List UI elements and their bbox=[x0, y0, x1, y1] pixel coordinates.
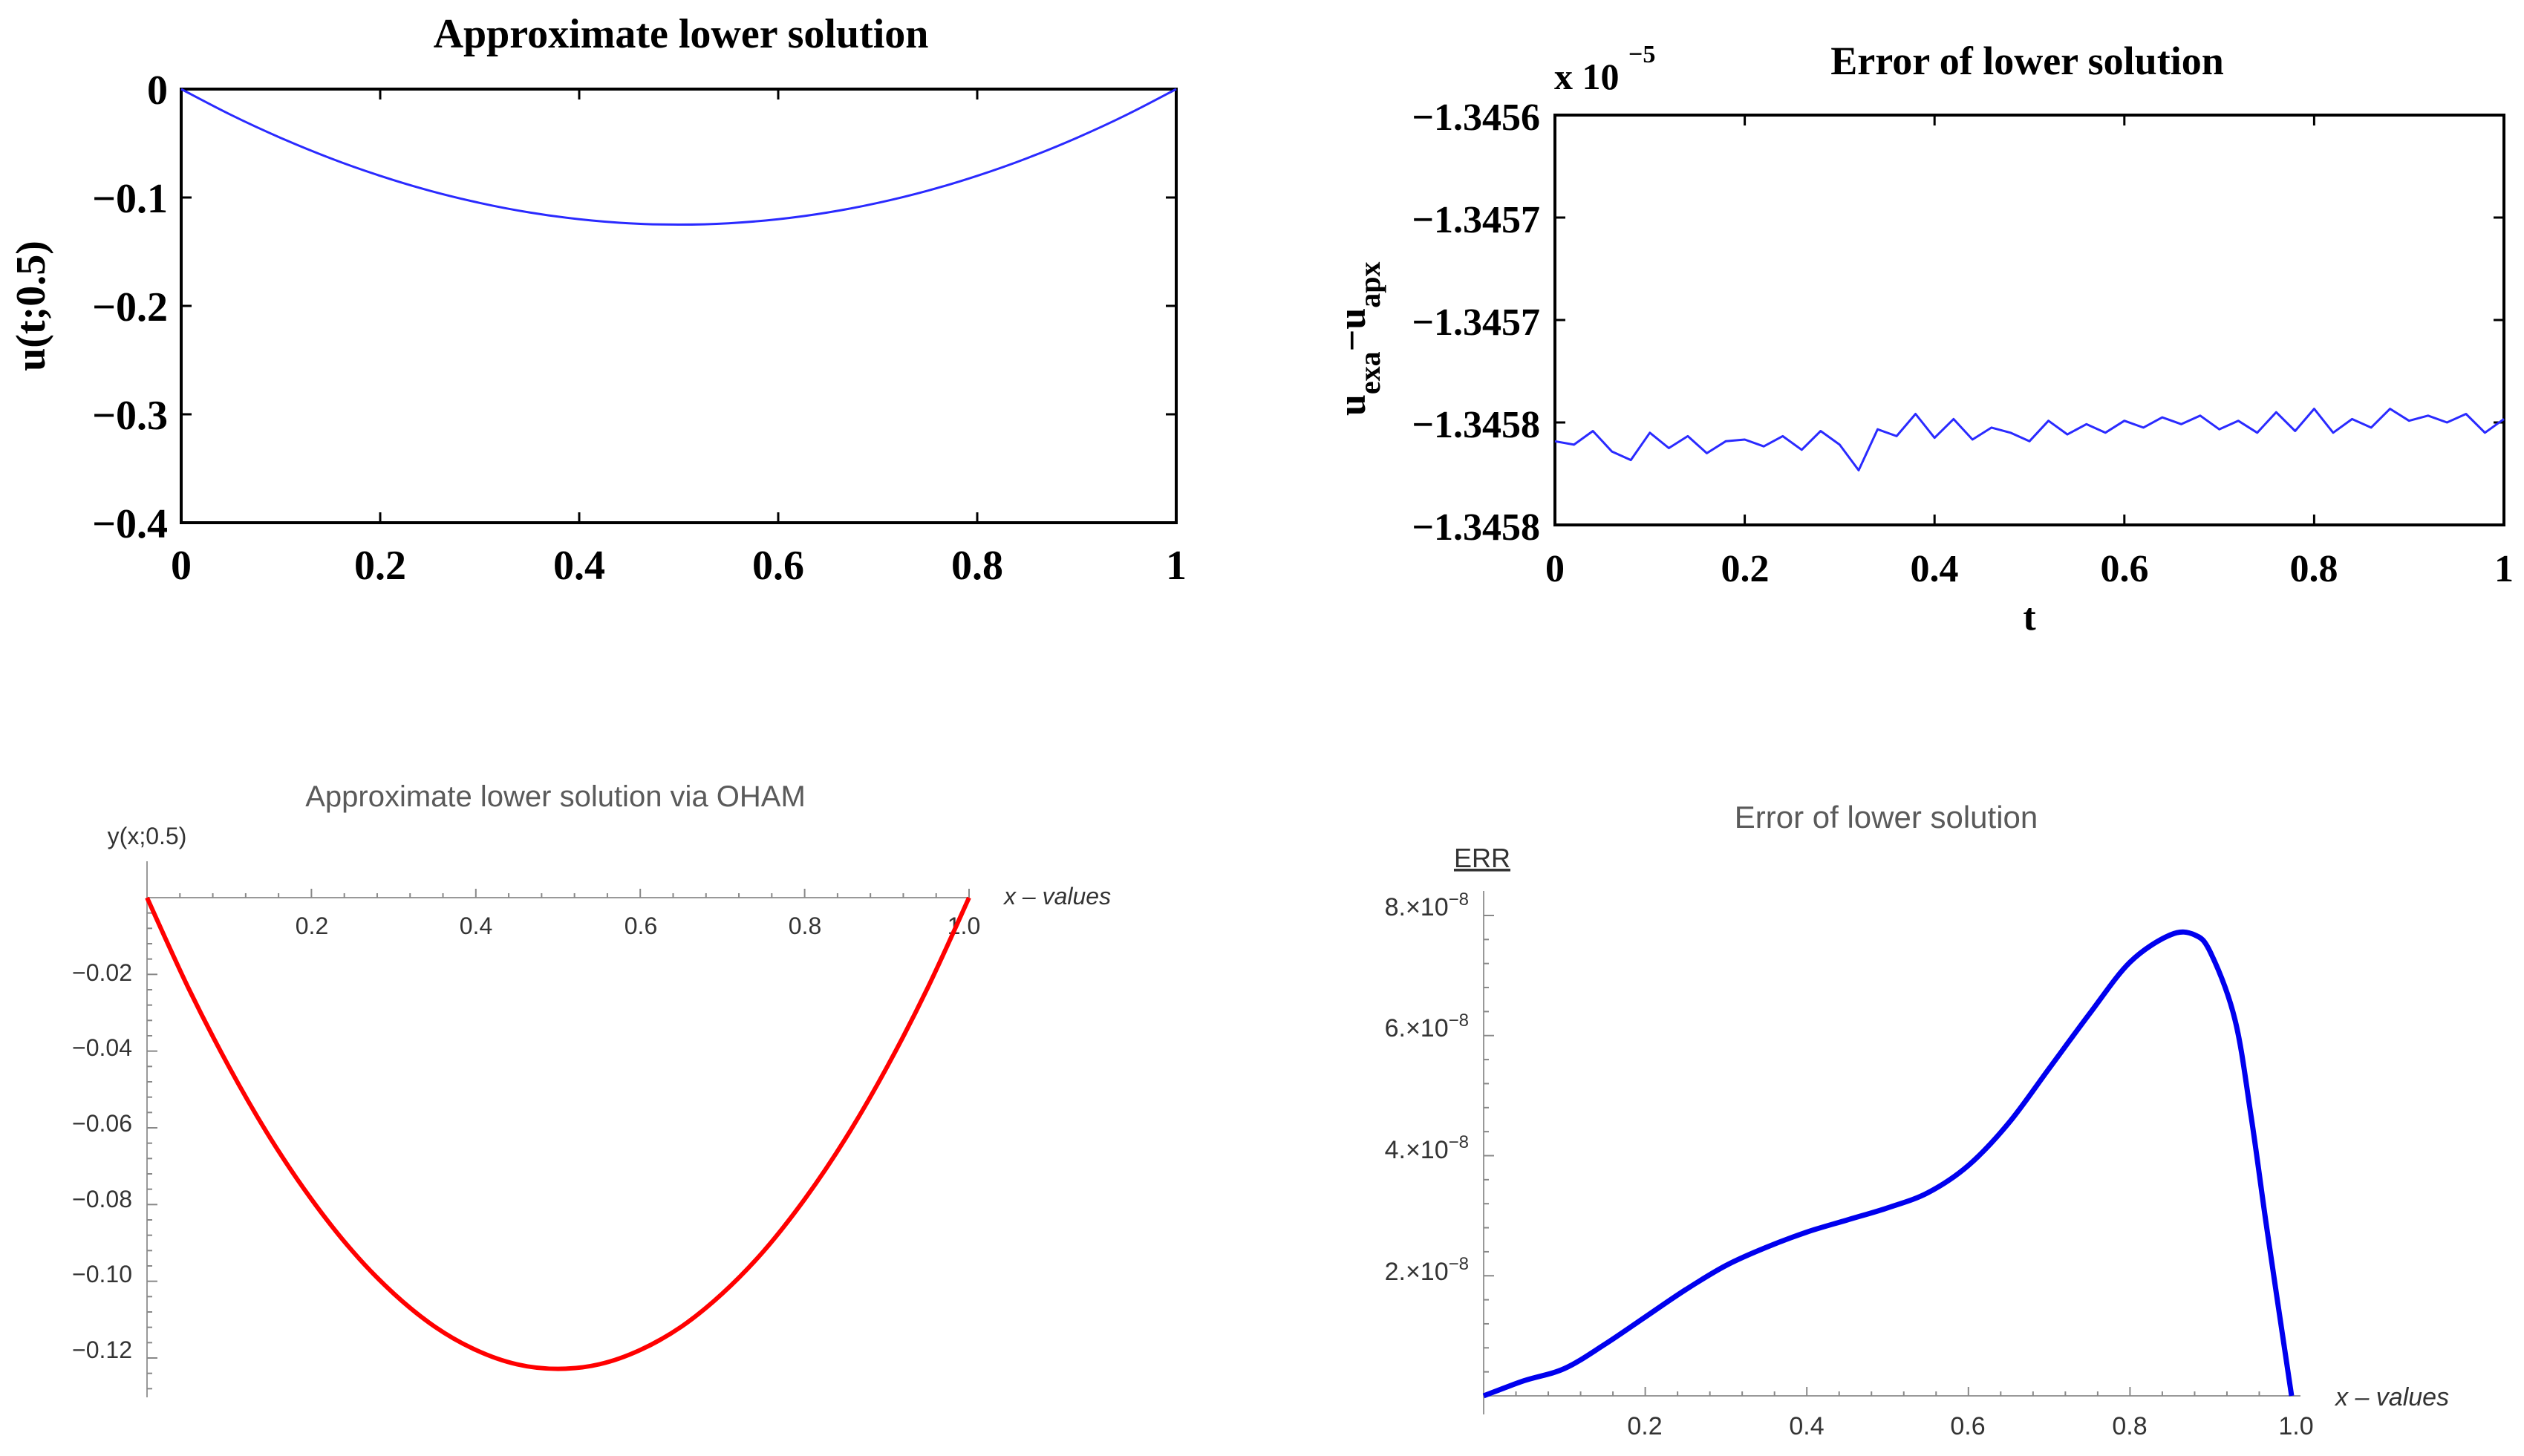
p2-x-tick-label: 0.2 bbox=[1721, 548, 1770, 590]
p1-y-axis-label: u(t;0.5) bbox=[8, 241, 54, 371]
p2-x-tick-label: 0 bbox=[1545, 548, 1565, 590]
p1-tick-marks bbox=[180, 88, 1178, 524]
p3-x-tick-label: 0.4 bbox=[460, 913, 492, 939]
p4-x-tick-label: 0.6 bbox=[1950, 1412, 1985, 1440]
p3-y-tick-label: −0.12 bbox=[72, 1336, 132, 1363]
panel-3: Approximate lower solution via OHAM y(x;… bbox=[72, 780, 1111, 1397]
p2-y-label-minus-u: −u bbox=[1331, 308, 1374, 352]
p1-y-tick-label: 0 bbox=[147, 68, 168, 114]
p3-series-line bbox=[145, 896, 971, 1371]
p3-y-tick-label: −0.06 bbox=[72, 1110, 132, 1137]
p4-x-tick-label: 0.4 bbox=[1789, 1412, 1824, 1440]
panel-1: Approximate lower solution u(t;0.5) 0 0.… bbox=[8, 11, 1187, 589]
p2-y-label-sub-apx: apx bbox=[1353, 262, 1386, 308]
p1-x-tick-label: 0 bbox=[171, 543, 192, 589]
p1-plot-frame bbox=[180, 88, 1178, 524]
p4-x-tick-label: 0.8 bbox=[2112, 1412, 2147, 1440]
p2-x-tick-label: 0.6 bbox=[2101, 548, 2149, 590]
p1-y-tick-label: −0.2 bbox=[92, 284, 168, 330]
p3-title: Approximate lower solution via OHAM bbox=[305, 780, 806, 813]
p2-y-axis-label: uexa−uapx bbox=[1331, 262, 1386, 417]
p2-x-tick-label: 1 bbox=[2494, 548, 2514, 590]
p1-title: Approximate lower solution bbox=[434, 11, 929, 57]
panel-2: Error of lower solution x 10 −5 −1.3456 … bbox=[1331, 39, 2514, 639]
p2-series-line bbox=[1554, 408, 2505, 471]
p4-x-tick-label: 1.0 bbox=[2278, 1412, 2313, 1440]
p3-x-tick-label: 0.6 bbox=[625, 913, 657, 939]
p1-y-tick-label: −0.4 bbox=[92, 501, 168, 547]
p2-y-tick-label: −1.3457 bbox=[1412, 199, 1540, 241]
p4-y-tick-label: 4.×10−8 bbox=[1385, 1132, 1469, 1164]
p3-x-tick-label: 0.8 bbox=[789, 913, 821, 939]
p1-x-tick-label: 0.4 bbox=[553, 543, 605, 589]
p4-series-line bbox=[1482, 929, 2295, 1399]
panel-4: Error of lower solution ERR 2.×10−8 4.×1… bbox=[1385, 800, 2450, 1440]
p4-y-tick-label: 6.×10−8 bbox=[1385, 1011, 1469, 1042]
p4-tick-marks bbox=[1484, 915, 2292, 1396]
p3-y-tick-label: −0.08 bbox=[72, 1186, 132, 1212]
p3-x-tick-label: 0.2 bbox=[296, 913, 328, 939]
p4-y-tick-label: 8.×10−8 bbox=[1385, 889, 1469, 921]
p3-y-tick-label: −0.04 bbox=[72, 1034, 132, 1061]
p4-y-tick-label: 2.×10−8 bbox=[1385, 1254, 1469, 1286]
p2-x-axis-label: t bbox=[2023, 596, 2036, 639]
p4-y-axis-label: ERR bbox=[1454, 843, 1510, 873]
p2-y-label-u: u bbox=[1331, 394, 1374, 416]
p1-x-tick-label: 1 bbox=[1166, 543, 1187, 589]
p3-y-tick-label: −0.10 bbox=[72, 1261, 132, 1287]
p3-y-axis-label: y(x;0.5) bbox=[108, 823, 187, 849]
p1-x-tick-label: 0.6 bbox=[752, 543, 804, 589]
p3-tick-marks bbox=[147, 889, 970, 1390]
p4-x-tick-label: 0.2 bbox=[1627, 1412, 1662, 1440]
p3-y-tick-label: −0.02 bbox=[72, 959, 132, 986]
p4-title: Error of lower solution bbox=[1735, 800, 2038, 835]
p2-tick-marks bbox=[1553, 114, 2505, 526]
p2-title: Error of lower solution bbox=[1830, 39, 2223, 83]
p2-x-tick-label: 0.4 bbox=[1911, 548, 1959, 590]
p1-x-tick-label: 0.2 bbox=[354, 543, 406, 589]
p2-y-tick-label: −1.3458 bbox=[1412, 404, 1540, 446]
p2-plot-frame bbox=[1553, 114, 2505, 526]
p2-multiplier: x 10 bbox=[1554, 56, 1620, 97]
p1-y-tick-label: −0.1 bbox=[92, 176, 168, 222]
p2-y-tick-label: −1.3458 bbox=[1412, 506, 1540, 549]
p2-y-tick-label: −1.3457 bbox=[1412, 301, 1540, 344]
p1-x-tick-label: 0.8 bbox=[951, 543, 1003, 589]
p2-y-tick-label: −1.3456 bbox=[1412, 97, 1540, 139]
p4-x-axis-label: x – values bbox=[2334, 1383, 2449, 1411]
p3-x-axis-label: x – values bbox=[1002, 883, 1111, 910]
p1-series-line bbox=[180, 88, 1177, 226]
p2-multiplier-exponent: −5 bbox=[1628, 41, 1655, 68]
p1-y-tick-label: −0.3 bbox=[92, 393, 168, 439]
svg-text:uexa−uapx: uexa−uapx bbox=[1331, 262, 1386, 417]
p2-y-label-sub-exa: exa bbox=[1353, 351, 1386, 394]
p2-x-tick-label: 0.8 bbox=[2290, 548, 2338, 590]
